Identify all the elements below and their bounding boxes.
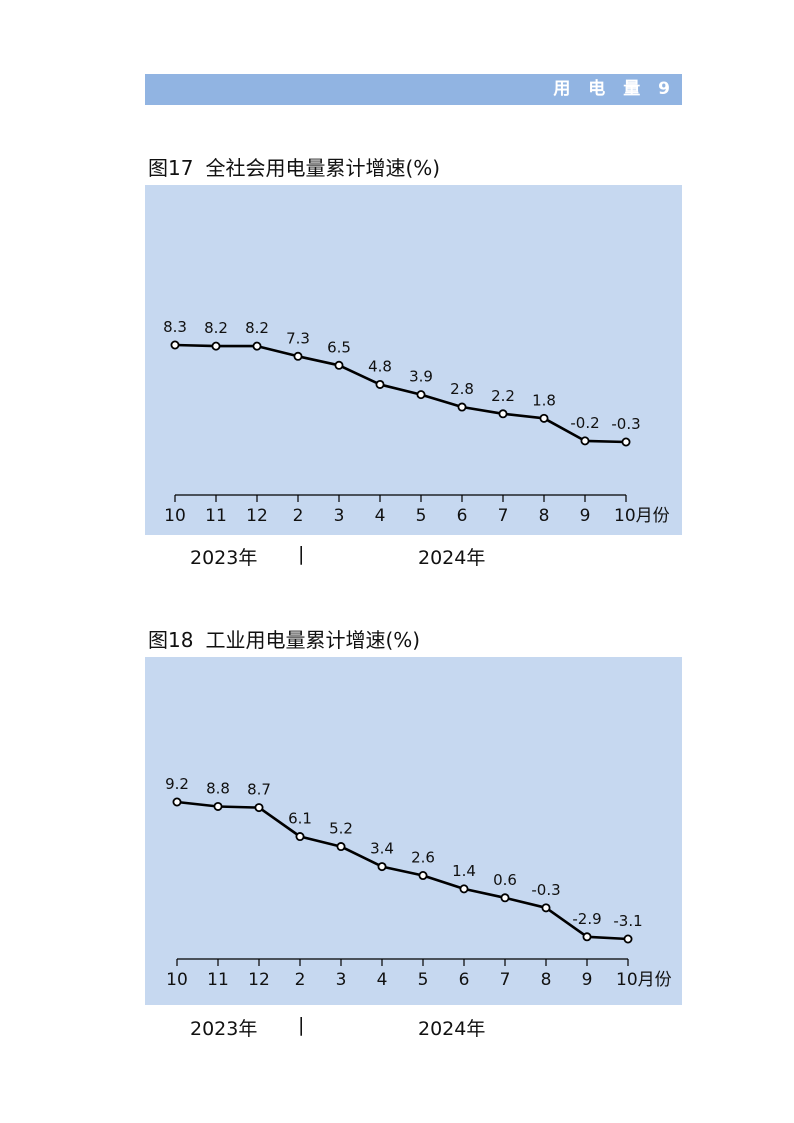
data-label: 3.4 bbox=[370, 840, 394, 858]
data-label: 7.3 bbox=[286, 329, 310, 347]
year-labels: 2023年 | 2024年 bbox=[145, 1014, 682, 1044]
data-point bbox=[539, 413, 549, 423]
data-point bbox=[418, 871, 428, 881]
data-point bbox=[334, 360, 344, 370]
data-label: -0.3 bbox=[611, 415, 640, 433]
x-tick-label: 7 bbox=[500, 970, 511, 990]
chart-title: 图18 工业用电量累计增速(%) bbox=[148, 624, 420, 653]
data-point bbox=[623, 934, 633, 944]
data-label: 8.3 bbox=[163, 318, 187, 336]
data-label: 9.2 bbox=[165, 775, 189, 793]
x-tick-label: 8 bbox=[541, 970, 552, 990]
figure-number: 图18 bbox=[148, 628, 194, 652]
x-tick-label: 12 bbox=[246, 506, 268, 526]
year-labels: 2023年 | 2024年 bbox=[145, 543, 682, 573]
x-tick-label: 12 bbox=[248, 970, 270, 990]
data-label: 1.4 bbox=[452, 862, 476, 880]
year-label-2024: 2024年 bbox=[418, 547, 486, 569]
figure-title: 工业用电量累计增速(%) bbox=[205, 628, 421, 652]
data-label: 4.8 bbox=[368, 357, 392, 375]
data-point bbox=[580, 436, 590, 446]
series-line bbox=[174, 343, 627, 444]
x-tick-label: 9 bbox=[580, 506, 591, 526]
data-point bbox=[211, 341, 221, 351]
data-point bbox=[500, 893, 510, 903]
header-text: 用 电 量 9 bbox=[553, 74, 676, 105]
year-separator: | bbox=[298, 543, 305, 565]
data-point bbox=[498, 409, 508, 419]
data-point bbox=[416, 390, 426, 400]
data-point bbox=[336, 842, 346, 852]
year-label-2023: 2023年 bbox=[190, 1018, 258, 1040]
data-label: 8.2 bbox=[204, 319, 228, 337]
x-tick-label: 7 bbox=[498, 506, 509, 526]
line-chart-total: 10 11 12 2 3 4 5 6 7 8 9 10月份 8.3 8.2 8.2 7.3 6.5 4.8 3.9 2… bbox=[145, 185, 682, 535]
data-point bbox=[252, 341, 262, 351]
x-tick-label: 10 bbox=[166, 970, 188, 990]
chart-title: 图17 全社会用电量累计增速(%) bbox=[148, 152, 440, 181]
data-point bbox=[295, 832, 305, 842]
series-line bbox=[176, 800, 629, 941]
x-tick-label: 6 bbox=[457, 506, 468, 526]
data-label: 2.8 bbox=[450, 380, 474, 398]
year-separator: | bbox=[298, 1014, 305, 1036]
data-label: -0.3 bbox=[531, 881, 560, 899]
data-point bbox=[213, 801, 223, 811]
data-label: 8.2 bbox=[245, 319, 269, 337]
figure-title: 全社会用电量累计增速(%) bbox=[205, 156, 441, 180]
x-tick-label: 6 bbox=[459, 970, 470, 990]
data-label: 5.2 bbox=[329, 820, 353, 838]
x-tick-label: 10月份 bbox=[614, 506, 670, 526]
x-tick-label: 9 bbox=[582, 970, 593, 990]
data-label: 6.1 bbox=[288, 810, 312, 828]
page-number: 9 bbox=[658, 79, 676, 99]
data-label: -0.2 bbox=[570, 414, 599, 432]
data-point bbox=[172, 797, 182, 807]
x-tick-label: 8 bbox=[539, 506, 550, 526]
x-tick-label: 3 bbox=[334, 506, 345, 526]
x-tick-label: 10 bbox=[164, 506, 186, 526]
data-point bbox=[375, 379, 385, 389]
x-tick-label: 2 bbox=[293, 506, 304, 526]
x-tick-label: 3 bbox=[336, 970, 347, 990]
data-label: 0.6 bbox=[493, 871, 517, 889]
data-point bbox=[254, 803, 264, 813]
figure-number: 图17 bbox=[148, 156, 194, 180]
x-tick-label: 4 bbox=[375, 506, 386, 526]
data-label: 8.7 bbox=[247, 781, 271, 799]
data-label: 2.2 bbox=[491, 387, 515, 405]
x-tick-label: 10月份 bbox=[616, 970, 672, 990]
x-tick-label: 4 bbox=[377, 970, 388, 990]
line-chart-industrial: 10 11 12 2 3 4 5 6 7 8 9 10月份 9.2 8.8 8.7 6.1 5.2 3.4 2.6 1… bbox=[145, 657, 682, 1005]
data-point bbox=[457, 402, 467, 412]
data-label: 8.8 bbox=[206, 779, 230, 797]
data-label: -2.9 bbox=[572, 910, 601, 928]
data-point bbox=[621, 437, 631, 447]
data-label: -3.1 bbox=[613, 912, 642, 930]
data-label: 1.8 bbox=[532, 391, 556, 409]
x-tick-label: 11 bbox=[205, 506, 227, 526]
data-point bbox=[293, 351, 303, 361]
chart-svg: 10 11 12 2 3 4 5 6 7 8 9 10月份 9.2 8.8 8.7 6.1 5.2 3.4 2.6 1… bbox=[165, 775, 672, 990]
x-tick-label: 5 bbox=[418, 970, 429, 990]
x-tick-label: 11 bbox=[207, 970, 229, 990]
data-point bbox=[541, 903, 551, 913]
data-point bbox=[170, 340, 180, 350]
x-tick-label: 5 bbox=[416, 506, 427, 526]
data-point bbox=[377, 862, 387, 872]
year-label-2024: 2024年 bbox=[418, 1018, 486, 1040]
data-point bbox=[459, 884, 469, 894]
data-label: 3.9 bbox=[409, 368, 433, 386]
data-label: 6.5 bbox=[327, 338, 351, 356]
chart-svg: 10 11 12 2 3 4 5 6 7 8 9 10月份 8.3 8.2 8.2 7.3 6.5 4.8 3.9 2… bbox=[163, 318, 670, 526]
page-header-bar: 用 电 量 9 bbox=[145, 74, 682, 105]
data-label: 2.6 bbox=[411, 849, 435, 867]
year-label-2023: 2023年 bbox=[190, 547, 258, 569]
section-label: 用 电 量 bbox=[553, 79, 647, 99]
data-point bbox=[582, 932, 592, 942]
x-tick-label: 2 bbox=[295, 970, 306, 990]
